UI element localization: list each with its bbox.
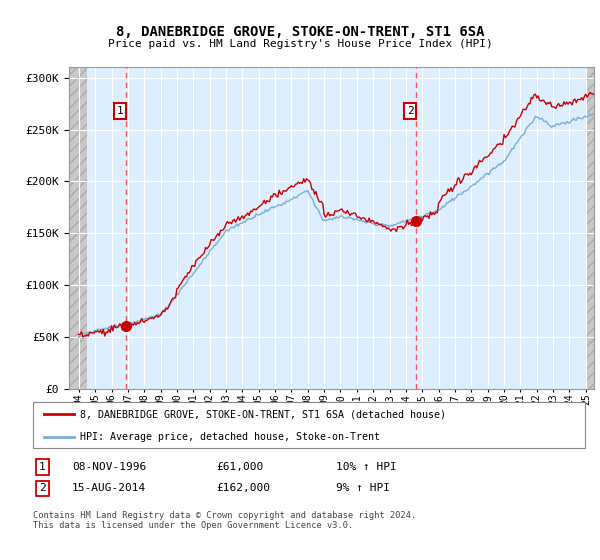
Text: 2: 2 <box>39 483 46 493</box>
Polygon shape <box>586 67 594 389</box>
Text: 1: 1 <box>116 106 124 116</box>
Text: 10% ↑ HPI: 10% ↑ HPI <box>336 462 397 472</box>
Text: HPI: Average price, detached house, Stoke-on-Trent: HPI: Average price, detached house, Stok… <box>80 432 380 442</box>
Text: £61,000: £61,000 <box>216 462 263 472</box>
Text: 2: 2 <box>407 106 413 116</box>
Text: Contains HM Land Registry data © Crown copyright and database right 2024.
This d: Contains HM Land Registry data © Crown c… <box>33 511 416 530</box>
Text: 08-NOV-1996: 08-NOV-1996 <box>72 462 146 472</box>
Bar <box>69 67 87 389</box>
Text: 1: 1 <box>39 462 46 472</box>
Text: Price paid vs. HM Land Registry's House Price Index (HPI): Price paid vs. HM Land Registry's House … <box>107 39 493 49</box>
Text: 9% ↑ HPI: 9% ↑ HPI <box>336 483 390 493</box>
Text: 8, DANEBRIDGE GROVE, STOKE-ON-TRENT, ST1 6SA (detached house): 8, DANEBRIDGE GROVE, STOKE-ON-TRENT, ST1… <box>80 409 446 419</box>
Bar <box>586 67 594 389</box>
Text: 15-AUG-2014: 15-AUG-2014 <box>72 483 146 493</box>
Polygon shape <box>69 67 87 389</box>
Text: 8, DANEBRIDGE GROVE, STOKE-ON-TRENT, ST1 6SA: 8, DANEBRIDGE GROVE, STOKE-ON-TRENT, ST1… <box>116 25 484 39</box>
Text: £162,000: £162,000 <box>216 483 270 493</box>
